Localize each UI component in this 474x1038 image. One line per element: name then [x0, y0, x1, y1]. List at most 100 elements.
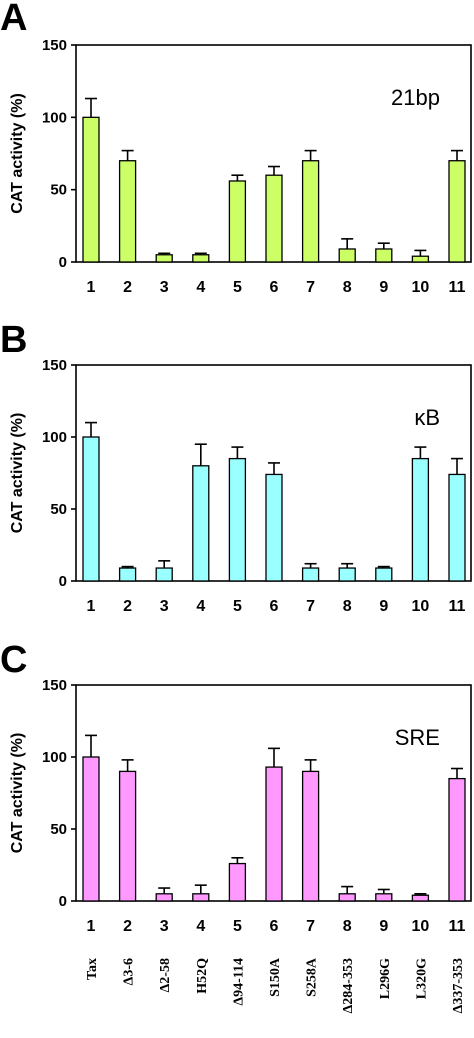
bar: [338, 893, 356, 902]
bar: [411, 457, 430, 582]
mutant-label: Δ284-353: [341, 958, 356, 1013]
x-tick-label: 1: [87, 598, 96, 615]
y-tick-label: 0: [59, 573, 67, 590]
x-tick-label: 5: [233, 918, 242, 935]
y-tick-label: 0: [59, 254, 67, 271]
y-tick-label: 100: [42, 749, 67, 766]
panel-B: B 0 50 100 150 CAT activity (%) κB 1 2 3 4 5 6 7 8 9 10 1…: [0, 319, 472, 615]
x-tick-label: 10: [412, 918, 430, 935]
bar: [375, 567, 393, 582]
bar: [228, 180, 247, 263]
mutant-label: Δ94-114: [231, 958, 246, 1006]
y-axis-label: CAT activity (%): [9, 733, 26, 854]
x-tick-label: 5: [233, 598, 242, 615]
bar: [192, 893, 210, 902]
bar: [82, 756, 100, 902]
bar: [265, 174, 283, 263]
x-tick-label: 1: [87, 279, 96, 296]
mutant-label: S150A: [268, 957, 283, 997]
y-tick-label: 100: [42, 109, 67, 126]
x-tick-label: 11: [449, 279, 466, 296]
panel-tag: κB: [414, 405, 440, 430]
bar: [448, 777, 466, 902]
x-tick-label: 2: [123, 918, 132, 935]
x-tick-label: 3: [160, 279, 169, 296]
mutant-label: Δ337-353: [451, 958, 466, 1013]
bar: [265, 473, 283, 582]
bar: [228, 457, 247, 582]
y-tick-label: 0: [59, 893, 67, 910]
bar: [301, 160, 320, 263]
x-tick-label: 1: [87, 918, 96, 935]
bar: [375, 248, 393, 263]
x-tick-label: 9: [379, 598, 388, 615]
bar: [118, 567, 137, 582]
x-tick-label: 11: [449, 598, 466, 615]
x-tick-label: 2: [123, 598, 132, 615]
panel-letter: A: [0, 0, 27, 39]
x-tick-label: 7: [306, 279, 315, 296]
bar: [375, 893, 393, 902]
x-tick-label: 6: [270, 598, 279, 615]
y-tick-label: 50: [50, 821, 67, 838]
mutant-label: H52Q: [195, 958, 210, 994]
x-tick-label: 7: [306, 598, 315, 615]
x-tick-label: 8: [343, 918, 352, 935]
x-tick-label: 6: [270, 279, 279, 296]
panel-letter: B: [0, 319, 27, 361]
x-tick-label: 8: [343, 279, 352, 296]
panel-tag: 21bp: [391, 85, 440, 110]
bar: [155, 254, 173, 263]
x-tick-label: 11: [449, 918, 466, 935]
bar: [448, 473, 466, 582]
mutant-label: Δ3-6: [122, 958, 137, 985]
y-tick-label: 150: [42, 37, 67, 54]
bar: [82, 436, 100, 582]
y-tick-label: 150: [42, 357, 67, 374]
bar: [301, 567, 320, 582]
bar: [118, 770, 137, 902]
bar: [411, 255, 430, 263]
x-tick-label: 4: [196, 598, 205, 615]
mutant-label: L296G: [378, 958, 393, 999]
bar: [155, 567, 173, 582]
bar: [301, 770, 320, 902]
bar: [155, 893, 173, 902]
bar: [338, 248, 356, 263]
x-tick-label: 10: [412, 598, 430, 615]
bar: [192, 465, 210, 582]
panel-letter: C: [0, 639, 27, 681]
y-tick-label: 150: [42, 677, 67, 694]
y-tick-label: 50: [50, 182, 67, 199]
x-tick-label: 10: [412, 279, 430, 296]
bar: [82, 116, 100, 263]
mutant-label: Tax: [85, 958, 100, 980]
mutant-label: Δ2-58: [158, 958, 173, 992]
x-tick-label: 4: [196, 918, 205, 935]
x-tick-label: 3: [160, 918, 169, 935]
x-tick-label: 9: [379, 279, 388, 296]
panel-A: A 0 50 100 150 CAT activity (%) 21bp 1 2 3 4 5 6 7 8 9 1…: [0, 0, 472, 296]
bar: [228, 862, 247, 902]
x-tick-label: 3: [160, 598, 169, 615]
panel-tag: SRE: [395, 725, 440, 750]
bar: [118, 160, 137, 263]
x-tick-label: 7: [306, 918, 315, 935]
bar: [448, 160, 466, 263]
bar: [192, 254, 210, 263]
bar: [265, 766, 283, 902]
y-tick-label: 100: [42, 429, 67, 446]
mutant-label: L320G: [414, 958, 429, 999]
y-axis-label: CAT activity (%): [9, 93, 26, 214]
y-tick-label: 50: [50, 501, 67, 518]
x-tick-label: 2: [123, 279, 132, 296]
x-tick-label: 9: [379, 918, 388, 935]
x-tick-label: 5: [233, 279, 242, 296]
x-tick-label: 6: [270, 918, 279, 935]
x-tick-label: 8: [343, 598, 352, 615]
y-axis-label: CAT activity (%): [9, 413, 26, 534]
x-tick-label: 4: [196, 279, 205, 296]
bar: [338, 567, 356, 582]
mutant-label: S258A: [305, 957, 320, 997]
